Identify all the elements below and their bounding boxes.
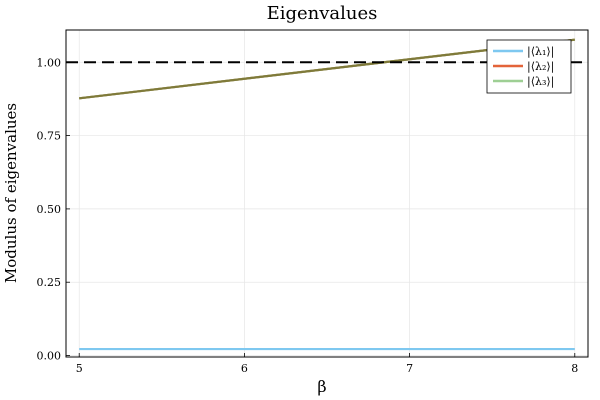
y-axis-label: Modulus of eigenvalues [2,103,20,283]
legend: |⟨λ₁⟩||⟨λ₂⟩||⟨λ₃⟩| [486,39,572,94]
x-axis-label: β [317,377,326,396]
legend-label-1: |⟨λ₁⟩| [527,45,554,59]
x-tick-label: 8 [571,362,578,375]
legend-label-2: |⟨λ₂⟩| [527,60,554,74]
y-tick-label: 0.50 [37,203,62,216]
y-tick-label: 1.00 [37,56,62,69]
plot-frame [65,29,589,358]
legend-label-3: |⟨λ₃⟩| [527,75,554,89]
y-tick-label: 0.00 [37,350,62,363]
x-tick-label: 5 [76,362,83,375]
y-tick-label: 0.25 [37,276,62,289]
x-tick-label: 7 [406,362,413,375]
plot-border [65,29,589,358]
chart-title: Eigenvalues [267,3,378,24]
x-tick-label: 6 [241,362,248,375]
tick-labels: 5 6 7 8 0.00 0.25 0.50 0.75 1.00 [37,56,579,375]
y-tick-label: 0.75 [37,130,62,143]
